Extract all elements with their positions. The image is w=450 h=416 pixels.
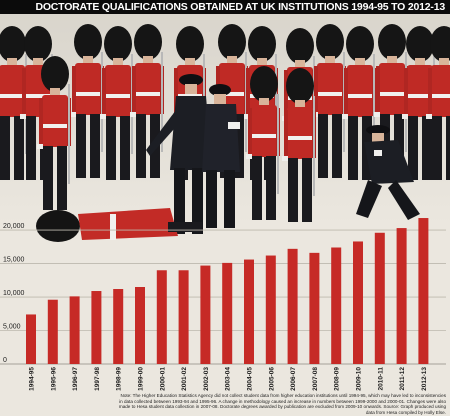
bar-1995-96 (47, 299, 58, 364)
bar-2000-01 (156, 270, 167, 364)
bar-2009-10 (353, 241, 363, 364)
x-tick-label: 1995-96 (50, 367, 57, 391)
x-tick-label: 1999-00 (138, 367, 145, 391)
bar-1994-95 (26, 314, 36, 364)
bar-2011-12 (396, 228, 407, 364)
title-bar: DOCTORATE QUALIFICATIONS OBTAINED AT UK … (0, 0, 450, 14)
bar-2006-07 (287, 248, 298, 364)
x-tick-label: 2008-09 (334, 367, 341, 391)
x-tick-label: 1998-99 (116, 367, 123, 391)
bar-1999-00 (135, 287, 145, 364)
bar-2001-02 (178, 270, 189, 364)
bar-2003-04 (222, 262, 233, 364)
bar-2010-11 (374, 232, 385, 364)
x-tick-label: 2011-12 (399, 367, 406, 391)
x-tick-label: 2000-01 (159, 367, 166, 391)
x-tick-label: 1996-97 (72, 367, 79, 391)
bar-2002-03 (200, 265, 211, 364)
bar-2012-13 (418, 218, 429, 364)
bar-1998-99 (113, 289, 124, 364)
officer-figure (202, 84, 240, 228)
x-tick-label: 2012-13 (421, 367, 428, 391)
bar-2008-09 (331, 247, 342, 364)
x-tick-label: 1997-98 (94, 367, 101, 391)
officer-figure (146, 74, 212, 234)
bar-2005-06 (265, 255, 276, 364)
y-tick-label: 10,000 (3, 290, 25, 297)
y-tick-label: 5,000 (3, 324, 21, 331)
chart-title: DOCTORATE QUALIFICATIONS OBTAINED AT UK … (35, 1, 445, 13)
y-tick-label: 20,000 (3, 223, 25, 230)
x-tick-label: 2006-07 (290, 367, 297, 391)
y-tick-label: 0 (3, 357, 7, 364)
x-tick-label: 2003-04 (225, 367, 232, 391)
kneeling-officer-figure (356, 125, 420, 220)
x-tick-label: 2002-03 (203, 367, 210, 391)
x-tick-label: 2005-06 (268, 367, 275, 391)
x-tick-label: 2009-10 (356, 367, 363, 391)
bar-2007-08 (309, 252, 320, 364)
x-tick-label: 2004-05 (247, 367, 254, 391)
bar-2004-05 (244, 259, 254, 364)
x-tick-label: 1994-95 (29, 367, 36, 391)
fallen-guardsman-figure (36, 208, 202, 242)
x-tick-label: 2001-02 (181, 367, 188, 391)
bar-1996-97 (69, 296, 80, 364)
y-tick-label: 15,000 (3, 257, 25, 264)
bar-1997-98 (91, 291, 102, 364)
x-tick-label: 2007-08 (312, 367, 319, 391)
footnote: Note: The Higher Education Statistics Ag… (118, 393, 446, 415)
x-tick-label: 2010-11 (377, 367, 384, 391)
